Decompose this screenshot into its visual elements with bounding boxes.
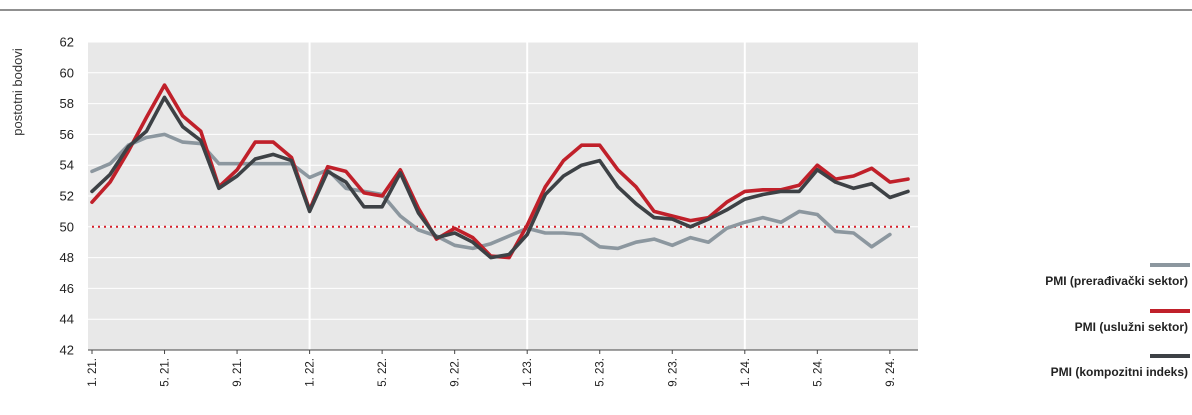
legend-label: PMI (uslužni sektor)	[1075, 320, 1188, 334]
series-line-1	[90, 132, 892, 251]
legend-label: PMI (prerađivački sektor)	[1045, 274, 1188, 288]
gridlines-vertical	[308, 42, 746, 350]
y-tick-label: 58	[60, 96, 74, 111]
x-tick-label: 9. 23.	[667, 358, 679, 387]
x-tick-label: 5. 23.	[595, 358, 607, 387]
y-tick-label: 42	[60, 343, 74, 358]
x-tick-label: 5. 21.	[160, 358, 172, 387]
legend-label: PMI (kompozitni indeks)	[1051, 365, 1188, 379]
y-tick-label: 56	[60, 127, 74, 142]
y-axis-label: postotni bodovi	[10, 48, 25, 136]
y-tick-label: 44	[60, 312, 74, 327]
y-tick-label: 46	[60, 281, 74, 296]
y-tick-label: 52	[60, 189, 74, 204]
x-tick-label: 1. 24.	[740, 358, 752, 387]
x-tick-label: 1. 21.	[87, 358, 99, 387]
y-tick-label: 60	[60, 65, 74, 80]
x-tick-label: 5. 22.	[377, 358, 389, 387]
x-tick-label: 1. 23.	[522, 358, 534, 387]
series-lines	[90, 83, 910, 260]
x-tick-label: 1. 22.	[305, 358, 317, 387]
y-tick-label: 62	[60, 35, 74, 50]
series-line-3	[90, 95, 910, 260]
x-tick-label: 9. 22.	[450, 358, 462, 387]
gridlines-horizontal	[88, 41, 918, 320]
x-tick-label: 5. 24.	[812, 358, 824, 387]
y-tick-label: 50	[60, 219, 74, 234]
legend: PMI (prerađivački sektor) PMI (uslužni se…	[1045, 263, 1190, 379]
x-tick-label: 9. 24.	[885, 358, 897, 387]
y-tick-label: 48	[60, 250, 74, 265]
y-axis-ticks: 62 60 58 56 54 52 50 48 46 44 42	[60, 35, 74, 358]
x-axis-ticks: 1. 21. 5. 21. 9. 21. 1. 22. 5. 22. 9. 22. 1. 2…	[87, 350, 897, 387]
y-tick-label: 54	[60, 158, 74, 173]
x-tick-label: 9. 21.	[232, 358, 244, 387]
